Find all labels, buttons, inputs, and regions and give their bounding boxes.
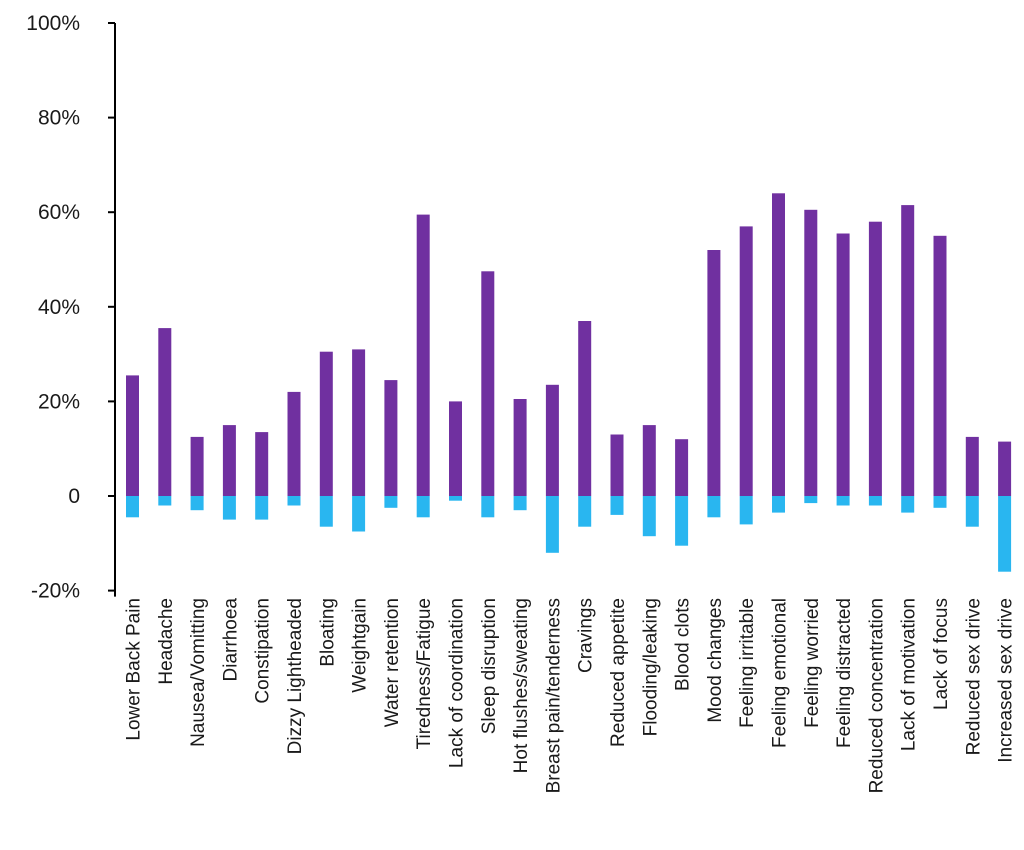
negative-bar [868, 496, 882, 506]
positive-bar [965, 436, 979, 496]
positive-bar [675, 439, 689, 496]
negative-bar [319, 496, 333, 527]
category-label: Hot flushes/sweating [511, 598, 532, 773]
negative-bar [158, 496, 172, 506]
category-label: Increased sex drive [996, 598, 1017, 763]
category-label: Lack of motivation [899, 598, 920, 751]
negative-bar [998, 496, 1012, 572]
positive-bar [578, 321, 592, 496]
positive-bar [449, 401, 462, 496]
positive-bar [416, 214, 430, 496]
category-label: Dizzy Lightheaded [285, 598, 306, 754]
category-label: Feeling worried [802, 598, 823, 728]
negative-bar [222, 496, 236, 520]
category-label: Breast pain/tenderness [543, 598, 564, 793]
category-label: Feeling emotional [770, 598, 791, 748]
y-axis [108, 22, 116, 597]
category-label: Lack of coordination [447, 598, 468, 768]
negative-bar [513, 496, 527, 511]
y-tick-label: 20% [38, 390, 80, 413]
positive-bar [126, 375, 139, 496]
positive-bar [868, 221, 882, 496]
category-label: Blood clots [673, 598, 694, 691]
negative-bar [739, 496, 753, 525]
y-tick-label: -20% [31, 580, 80, 603]
y-tick-label: 80% [38, 107, 80, 130]
positive-bar [610, 434, 624, 496]
negative-bar [545, 496, 559, 553]
category-label: Reduced sex drive [963, 598, 984, 755]
category-label: Nausea/Vomitting [188, 598, 209, 747]
negative-bar [287, 496, 301, 506]
negative-bar [578, 496, 592, 527]
positive-bar [190, 436, 204, 496]
category-label: Diarrhoea [220, 598, 241, 682]
category-label: Sleep disruption [479, 598, 500, 734]
positive-bar [707, 250, 721, 496]
category-label: Tiredness/Fatigue [414, 598, 435, 749]
negative-bar [416, 496, 430, 518]
y-tick-labels: 100% 80% 60% 40% 20% 0 -20% [26, 12, 80, 603]
positive-bar [545, 384, 559, 496]
positive-bar [384, 380, 398, 496]
category-label: Headache [156, 598, 177, 685]
negative-bar [901, 496, 915, 513]
positive-bar [255, 432, 269, 496]
category-label: Reduced concentration [866, 598, 887, 793]
category-labels: Lower Back Pain Headache Nausea/Vomitting D… [124, 598, 1017, 794]
positive-bar [772, 193, 785, 497]
positive-bar [158, 328, 172, 496]
y-tick-label: 40% [38, 296, 80, 319]
category-label: Reduced appetite [608, 598, 629, 747]
positive-bar [222, 425, 236, 496]
category-label: Bloating [317, 598, 338, 667]
negative-bar [610, 496, 624, 515]
positive-bar [998, 441, 1012, 496]
negative-bar [836, 496, 850, 506]
category-label: Water retention [382, 598, 403, 727]
positive-bar [287, 391, 301, 496]
positive-bar [836, 233, 850, 496]
category-label: Flooding/leaking [640, 598, 661, 736]
negative-bar [190, 496, 204, 511]
category-label: Weightgain [350, 598, 371, 693]
positive-bar [481, 271, 495, 496]
bars-group [126, 193, 1012, 572]
negative-bar [449, 496, 462, 501]
negative-bar [707, 496, 721, 518]
category-label: Feeling irritable [737, 598, 758, 728]
category-label: Feeling distracted [834, 598, 855, 748]
positive-bar [901, 205, 915, 496]
negative-bar [772, 496, 785, 513]
category-label: Cravings [576, 598, 597, 673]
positive-bar [352, 349, 366, 496]
positive-bar [804, 209, 818, 497]
negative-bar [965, 496, 979, 527]
category-label: Lower Back Pain [124, 598, 145, 741]
negative-bar [481, 496, 495, 518]
y-tick-label: 0 [68, 485, 80, 508]
negative-bar [642, 496, 656, 537]
negative-bar [352, 496, 366, 532]
negative-bar [675, 496, 689, 546]
y-tick-label: 100% [26, 12, 80, 35]
negative-bar [384, 496, 398, 508]
negative-bar [804, 496, 818, 504]
positive-bar [933, 235, 947, 497]
negative-bar [933, 496, 947, 508]
positive-bar [642, 425, 656, 496]
negative-bar [255, 496, 269, 520]
positive-bar [739, 226, 753, 496]
negative-bar [126, 496, 139, 518]
positive-bar [319, 351, 333, 496]
positive-bar [513, 399, 527, 496]
category-label: Constipation [253, 598, 274, 704]
category-label: Lack of focus [931, 598, 952, 710]
y-tick-label: 60% [38, 201, 80, 224]
category-label: Mood changes [705, 598, 726, 723]
